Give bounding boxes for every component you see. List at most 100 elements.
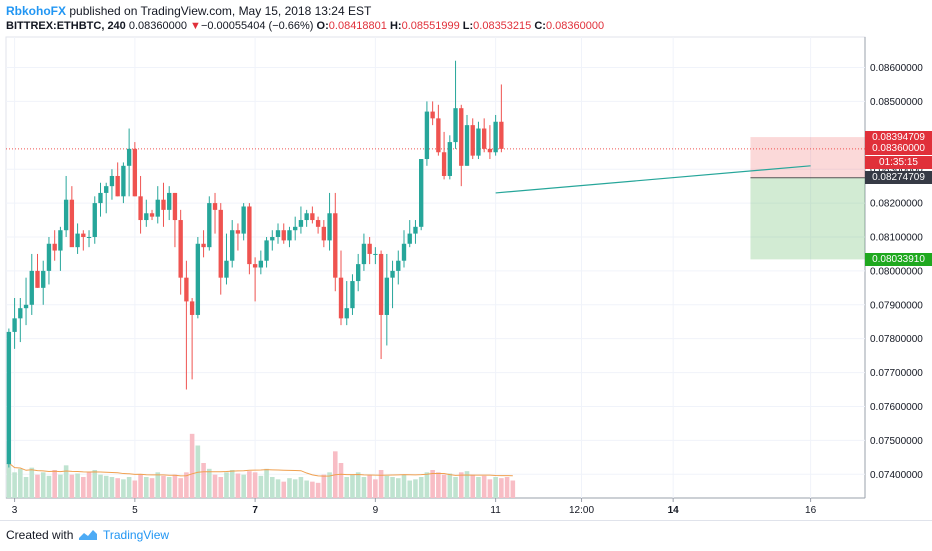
tradingview-logo-icon[interactable] [78,528,98,542]
candle[interactable] [144,213,149,221]
candle[interactable] [361,243,367,265]
candle[interactable] [58,230,63,251]
candle[interactable] [407,233,412,244]
candle[interactable] [104,186,109,193]
candle[interactable] [401,243,407,261]
candle[interactable] [18,308,23,319]
candle[interactable] [121,165,126,197]
candle[interactable] [63,199,69,231]
candle[interactable] [207,203,212,248]
candle[interactable] [212,203,218,210]
candle[interactable] [493,121,498,153]
candle[interactable] [476,128,481,156]
candle[interactable] [482,128,487,149]
candle[interactable] [86,236,92,238]
candle[interactable] [270,236,275,241]
candle[interactable] [46,243,52,271]
candle[interactable] [310,213,315,221]
candle[interactable] [275,230,281,237]
candle[interactable] [447,142,452,176]
candle[interactable] [378,253,384,315]
candle[interactable] [419,159,424,227]
candle[interactable] [149,213,155,217]
candle[interactable] [350,281,355,309]
candle[interactable] [6,331,12,465]
candle[interactable] [298,220,304,227]
candle[interactable] [281,230,286,241]
candle[interactable] [287,230,292,241]
candle[interactable] [499,121,504,149]
candle[interactable] [75,233,80,248]
candle[interactable] [126,148,132,166]
candle[interactable] [41,270,46,288]
candle[interactable] [23,304,29,309]
candle[interactable] [338,277,344,319]
volume-bar [258,475,264,498]
author-name[interactable]: RbkohoFX [6,4,66,18]
candle[interactable] [235,230,241,234]
candle[interactable] [230,230,235,261]
candle[interactable] [195,243,201,315]
take-profit-zone[interactable] [750,177,865,260]
candle[interactable] [356,264,361,282]
candle[interactable] [161,199,166,210]
candle[interactable] [224,260,229,278]
price-chart[interactable]: 0.08600000 0.08500000 0.08300000 0.08200000… [0,0,932,520]
candle[interactable] [29,270,34,305]
candle[interactable] [35,270,40,288]
stop-loss-zone[interactable] [750,137,865,178]
candle[interactable] [264,240,269,261]
candle[interactable] [241,206,246,234]
candle[interactable] [138,196,143,221]
candle[interactable] [189,301,195,315]
candle[interactable] [441,152,447,176]
trendline[interactable] [495,165,811,194]
candle[interactable] [453,108,458,143]
candle[interactable] [258,260,264,268]
candle[interactable] [367,243,372,254]
candle[interactable] [69,199,75,248]
candle[interactable] [373,253,378,255]
candle[interactable] [132,148,138,197]
candle[interactable] [390,270,395,278]
candle[interactable] [184,277,189,302]
candle[interactable] [430,111,435,119]
volume-bar [155,472,161,498]
candle[interactable] [247,206,252,265]
candle[interactable] [424,111,430,160]
candle[interactable] [155,199,160,217]
candle[interactable] [487,148,493,153]
candle[interactable] [12,318,17,332]
candle[interactable] [327,213,332,241]
candle[interactable] [52,243,57,251]
volume-bar [510,480,516,498]
candle[interactable] [92,203,97,237]
volume-bar [413,479,418,498]
candle[interactable] [109,175,115,187]
candle[interactable] [315,220,321,227]
tradingview-brand[interactable]: TradingView [103,528,170,542]
candle[interactable] [384,277,389,315]
candle[interactable] [172,192,178,221]
candle[interactable] [321,226,327,241]
candle[interactable] [436,118,441,153]
candle[interactable] [115,175,120,197]
candle[interactable] [81,233,86,237]
candle[interactable] [304,213,309,221]
candle[interactable] [201,243,206,248]
candle[interactable] [178,220,183,278]
volume-bar [98,474,103,498]
candle[interactable] [333,213,338,278]
candle[interactable] [98,192,103,204]
candle[interactable] [218,209,223,278]
candle[interactable] [470,125,475,156]
candle[interactable] [396,260,401,271]
candle[interactable] [459,108,464,166]
candle[interactable] [413,226,418,234]
candle[interactable] [252,264,258,268]
candle[interactable] [344,308,349,319]
candle[interactable] [464,125,470,166]
candle[interactable] [167,192,172,210]
y-tick-label: 0.08300000 [870,165,923,176]
candle[interactable] [293,226,298,231]
